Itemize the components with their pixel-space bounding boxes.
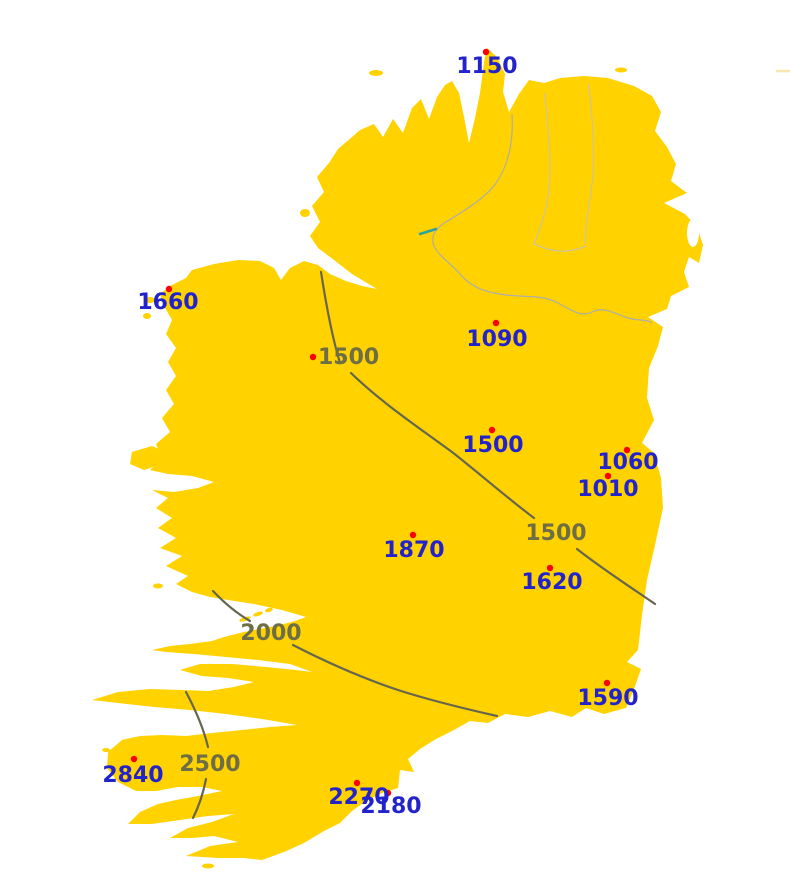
valentia-islet <box>102 748 110 752</box>
station-dot <box>353 779 361 787</box>
station-value-label: 1060 <box>597 450 658 475</box>
station-value-label: 1660 <box>137 290 198 315</box>
station-value-label: 1150 <box>456 54 517 79</box>
station-dot <box>623 446 631 454</box>
aran-islet-3 <box>265 607 273 613</box>
landmass-layer <box>92 48 703 860</box>
station-dot <box>165 285 173 293</box>
station-dot <box>546 564 554 572</box>
ni-county-border-1 <box>533 92 551 245</box>
station-dot <box>492 319 500 327</box>
station-value-label: 2840 <box>102 763 163 788</box>
station-dot <box>604 472 612 480</box>
station-value-label: 1010 <box>577 477 638 502</box>
ni-border <box>432 113 653 324</box>
station-value-label: 1500 <box>462 433 523 458</box>
mullet-islet-1 <box>145 297 155 303</box>
station-dot <box>603 679 611 687</box>
isoline-2500 <box>184 690 210 749</box>
station-value-label: 2180 <box>360 794 421 819</box>
connemara-islet <box>153 583 163 589</box>
ireland-landmass <box>92 48 703 860</box>
islands-layer <box>102 67 627 869</box>
station-value-label: 1620 <box>521 570 582 595</box>
isoline-label: 1500 <box>318 345 379 370</box>
clear-island <box>202 863 214 869</box>
isoline-2000 <box>211 589 252 623</box>
station-dot <box>482 48 490 56</box>
ni-county-border-2 <box>585 83 595 245</box>
isoline-2500 <box>191 777 208 820</box>
isoline-2000 <box>291 643 499 718</box>
lough-erne <box>418 227 438 236</box>
isoline-label: 2000 <box>240 621 301 646</box>
station-value-label: 1590 <box>577 686 638 711</box>
isoline-1500 <box>319 270 342 365</box>
isoline-1500 <box>349 371 536 520</box>
strangford-lough <box>687 219 699 247</box>
isolines-layer <box>184 270 657 820</box>
station-dot <box>409 531 417 539</box>
ni-county-border-3 <box>533 243 587 252</box>
station-dot <box>384 789 392 797</box>
borders-layer <box>432 83 653 324</box>
station-dot <box>130 755 138 763</box>
aran-island-donegal <box>300 209 310 217</box>
station-dot <box>488 426 496 434</box>
station-value-label: 1090 <box>466 327 527 352</box>
rathlin-island <box>615 67 627 73</box>
station-dot <box>309 353 317 361</box>
station-value-label: 2270 <box>328 785 389 810</box>
isoline-label: 2500 <box>179 752 240 777</box>
isoline-1500 <box>575 547 657 606</box>
mullet-islet-2 <box>143 313 151 319</box>
isoline-labels-layer: 1500 1500 2000 2500 <box>179 345 586 777</box>
tory-island <box>369 70 383 76</box>
isoline-label: 1500 <box>525 521 586 546</box>
achill-island <box>130 446 166 470</box>
station-dots-layer <box>130 48 631 797</box>
station-value-label: 1870 <box>383 538 444 563</box>
aran-islet-2 <box>253 611 263 617</box>
